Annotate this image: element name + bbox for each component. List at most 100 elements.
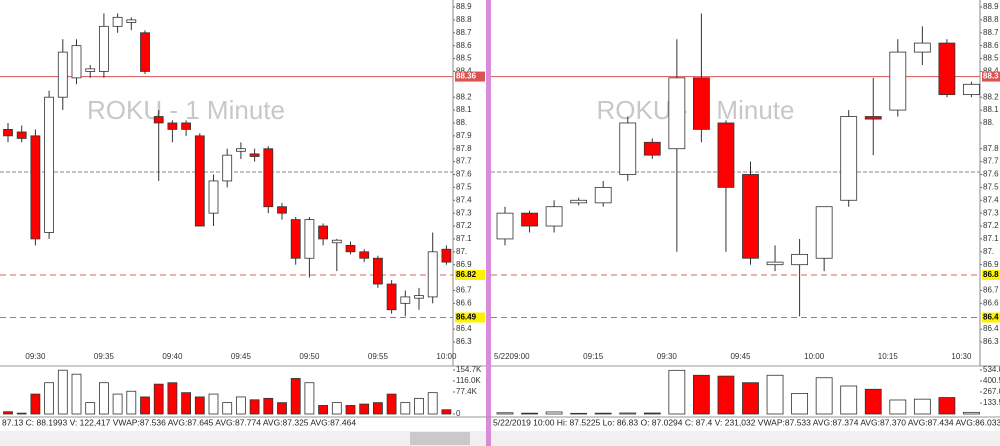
y-tick-label: 86.9 [983, 260, 999, 269]
x-tick-label: 10:15 [878, 352, 899, 361]
volume-bar [693, 374, 710, 415]
volume-bar [441, 409, 452, 415]
y-tick-label: 88.4 [456, 67, 472, 76]
y-tick-label: 86.4 [456, 324, 472, 333]
volume-bar [112, 393, 123, 415]
volume-bar [427, 392, 438, 415]
volume-tick-label: 0 [456, 409, 461, 418]
panel-separator [486, 0, 491, 446]
volume-tick-label: 267.0 [983, 387, 1000, 396]
y-tick-label: 87.5 [983, 182, 999, 191]
volume-tick-label: 133.5 [983, 398, 1000, 407]
status-text: 5/22/2019 10:00 Hi: 87.5225 Lo: 86.83 O:… [493, 417, 1000, 427]
x-tick-label: 09:35 [94, 352, 115, 361]
volume-bar [318, 405, 329, 415]
volume-bar [194, 396, 205, 415]
volume-tick-label: 400.5 [983, 376, 1000, 385]
x-tick-label: 10:30 [951, 352, 972, 361]
volume-bar [277, 402, 287, 415]
volume-bar [222, 402, 233, 415]
volume-bar [386, 393, 397, 415]
candle-body [194, 135, 205, 227]
y-tick-label: 88.6 [456, 41, 472, 50]
level-label: 86.8 [983, 270, 999, 279]
candle-body [717, 122, 735, 188]
scrollbar[interactable] [0, 431, 486, 446]
x-tick-label: 09:50 [299, 352, 320, 361]
candle-body [938, 42, 956, 96]
y-tick-label: 86.6 [456, 298, 472, 307]
volume-bar [864, 388, 882, 415]
candle-body [742, 174, 759, 259]
level-label-box [455, 71, 485, 82]
candle-body [359, 251, 370, 259]
volume-bar [545, 411, 563, 415]
candle-body [791, 253, 808, 266]
volume-bar [16, 412, 27, 415]
candle-body [521, 212, 538, 227]
y-tick-label: 87.4 [456, 195, 472, 204]
y-tick-label: 87.1 [983, 234, 999, 243]
candle-body [496, 212, 514, 240]
y-tick-label: 86.7 [983, 286, 999, 295]
y-tick-label: 87.8 [983, 144, 999, 153]
volume-bar [372, 402, 383, 415]
x-tick-label: 09:40 [162, 352, 183, 361]
candle-body [318, 225, 329, 240]
y-tick-label: 86.4 [983, 324, 999, 333]
candle-body [643, 141, 661, 156]
y-tick-label: 86.3 [983, 337, 999, 346]
volume-bar [570, 412, 588, 415]
volume-bar [815, 377, 833, 415]
y-tick-label: 88. [456, 118, 467, 127]
volume-bar [263, 397, 274, 415]
x-tick-label: 09:45 [231, 352, 252, 361]
scrollbar[interactable] [491, 431, 1000, 446]
level-label-box [982, 270, 1000, 280]
level-label-box [982, 312, 1000, 323]
candle-body [3, 129, 13, 137]
candle-body [414, 295, 424, 299]
candle-body [427, 251, 438, 298]
x-tick-label: 09:15 [583, 352, 604, 361]
volume-bar [668, 369, 686, 415]
y-tick-label: 87.3 [456, 208, 472, 217]
y-tick-label: 87.6 [983, 170, 999, 179]
level-label: 88.36 [456, 72, 477, 81]
volume-bar [791, 393, 808, 415]
volume-bar [345, 405, 356, 415]
y-tick-label: 88.1 [456, 105, 472, 114]
y-tick-label: 87.2 [456, 221, 472, 230]
volume-bar [140, 396, 150, 415]
volume-bar [290, 378, 301, 415]
y-tick-label: 87.8 [456, 144, 472, 153]
candle-body [112, 16, 123, 27]
volume-bar [913, 398, 931, 415]
candle-body [331, 239, 342, 244]
candle-body [235, 148, 246, 152]
y-tick-label: 87.9 [456, 131, 472, 140]
volume-bar [153, 383, 164, 415]
candle-body [126, 19, 137, 23]
candle-body [16, 131, 27, 139]
volume-tick-label: 534.0 [983, 365, 1000, 374]
volume-bar [208, 393, 219, 415]
y-tick-label: 87.4 [983, 195, 999, 204]
volume-bar [181, 392, 192, 415]
candle-body [889, 51, 907, 111]
x-tick-label: 09:45 [730, 352, 751, 361]
candle-body [372, 257, 383, 285]
level-label: 86.82 [456, 270, 477, 279]
candle-body [304, 219, 315, 259]
volume-bar [85, 402, 96, 415]
volume-bar [126, 390, 137, 415]
candle-body [249, 153, 260, 157]
candle-body [441, 248, 452, 263]
y-tick-label: 86.6 [983, 298, 999, 307]
candle-body [386, 283, 397, 311]
volume-bar [889, 399, 907, 415]
volume-bar [496, 412, 514, 415]
candle-body [167, 122, 178, 130]
scroll-thumb[interactable] [410, 432, 470, 445]
